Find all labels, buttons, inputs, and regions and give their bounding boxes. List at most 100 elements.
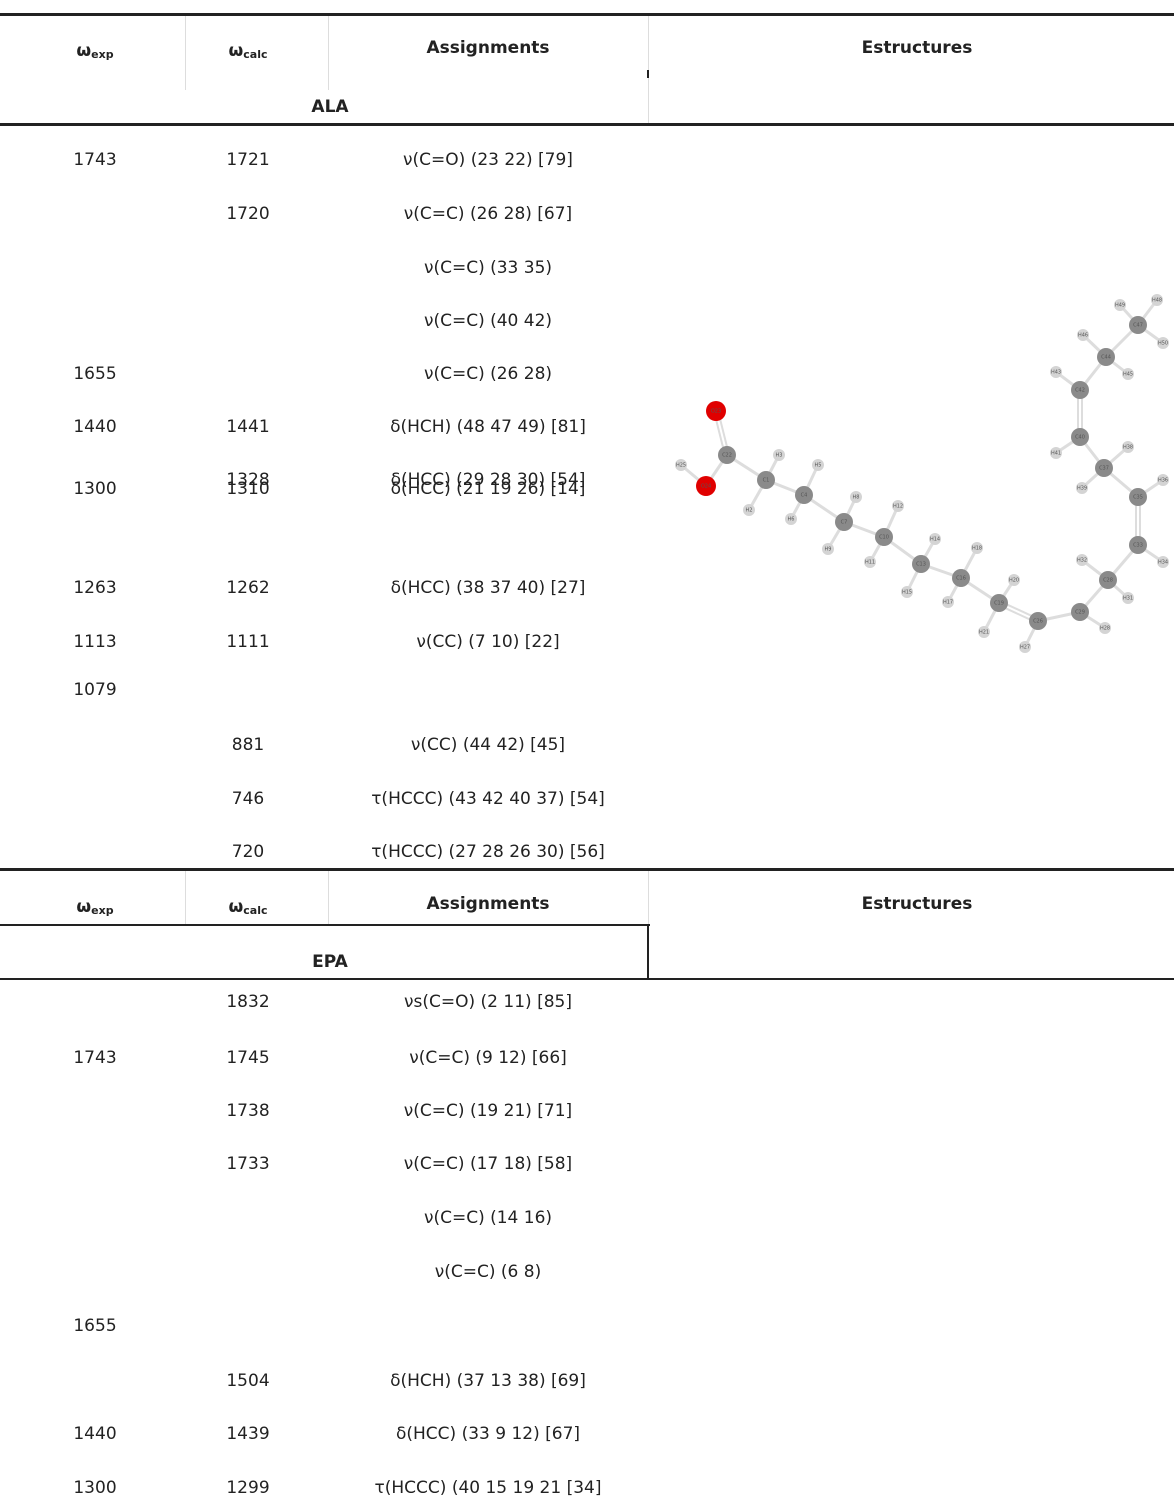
cell: 746 bbox=[232, 789, 264, 809]
atom-label: C47 bbox=[1133, 323, 1143, 329]
cell: ν(CC) (44 42) [45] bbox=[411, 735, 565, 755]
atom-label: C22 bbox=[722, 453, 732, 459]
atom-label: C33 bbox=[1133, 543, 1143, 549]
atom-label: H3 bbox=[776, 453, 783, 459]
atom-label: C44 bbox=[1101, 355, 1111, 361]
cell: 1300 bbox=[73, 479, 116, 499]
column-header: ωcalc bbox=[228, 897, 267, 917]
atom-label: H36 bbox=[1158, 478, 1168, 484]
atom-label: H14 bbox=[930, 537, 940, 543]
cell: ν(C=O) (23 22) [79] bbox=[403, 150, 573, 170]
cell: 1504 bbox=[226, 1371, 269, 1391]
atom-label: H46 bbox=[1078, 333, 1088, 339]
cell: δ(HCC) (38 37 40) [27] bbox=[391, 578, 586, 598]
cell: 1832 bbox=[226, 992, 269, 1012]
page: O23C22H25O24C1H3H2C4H5H6C7H8H9C10H12H11C… bbox=[0, 0, 1174, 1499]
atom-label: H39 bbox=[1077, 486, 1087, 492]
cell: ν(C=C) (17 18) [58] bbox=[404, 1154, 572, 1174]
cell: 1111 bbox=[226, 632, 269, 652]
atom-label: H25 bbox=[676, 463, 686, 469]
cell: 1743 bbox=[73, 1048, 116, 1068]
symbol: ω bbox=[76, 897, 91, 917]
atom-label: C37 bbox=[1099, 466, 1109, 472]
atom-label: C35 bbox=[1133, 495, 1143, 501]
atom-label: H50 bbox=[1158, 341, 1168, 347]
cell: 1655 bbox=[73, 1316, 116, 1336]
atom-label: H21 bbox=[979, 630, 989, 636]
cell: ν(C=C) (26 28) [67] bbox=[404, 204, 572, 224]
column-header: Assignments bbox=[426, 38, 549, 58]
column-header: Estructures bbox=[862, 894, 973, 914]
cell: 1439 bbox=[226, 1424, 269, 1444]
atom-label: C1 bbox=[763, 478, 770, 484]
atom-label: H38 bbox=[1123, 445, 1133, 451]
cell: 1300 bbox=[73, 1478, 116, 1498]
atom-label: C26 bbox=[1033, 619, 1043, 625]
cell: ν(C=C) (9 12) [66] bbox=[409, 1048, 567, 1068]
atom-label: C10 bbox=[879, 535, 889, 541]
atom-label: H41 bbox=[1051, 451, 1061, 457]
cell: νs(C=O) (2 11) [85] bbox=[404, 992, 572, 1012]
cell: 1743 bbox=[73, 150, 116, 170]
symbol: ω bbox=[228, 897, 243, 917]
cell: 1263 bbox=[73, 578, 116, 598]
cell: ν(C=C) (26 28) bbox=[424, 364, 552, 384]
atom-label: H12 bbox=[893, 504, 903, 510]
cell: δ(HCC) (21 19 26) [14] bbox=[391, 479, 586, 499]
atom-label: H49 bbox=[1115, 303, 1125, 309]
atom-label: C42 bbox=[1075, 388, 1085, 394]
cell: 720 bbox=[232, 842, 264, 862]
atom-label: C19 bbox=[994, 601, 1004, 607]
atom-label: H9 bbox=[825, 547, 832, 553]
cell: 1299 bbox=[226, 1478, 269, 1498]
cell: 1262 bbox=[226, 578, 269, 598]
cell: 1440 bbox=[73, 417, 116, 437]
cell: ν(C=C) (19 21) [71] bbox=[404, 1101, 572, 1121]
column-header: Assignments bbox=[426, 894, 549, 914]
atom-label: H32 bbox=[1077, 558, 1087, 564]
atom-label: O24 bbox=[701, 484, 711, 490]
cell: δ(HCH) (37 13 38) [69] bbox=[390, 1371, 586, 1391]
atom-label: C16 bbox=[956, 576, 966, 582]
section-label: EPA bbox=[312, 952, 348, 972]
column-header: Estructures bbox=[862, 38, 973, 58]
atom-label: H17 bbox=[943, 600, 953, 606]
column-header: ωcalc bbox=[228, 41, 267, 61]
cell: 1079 bbox=[73, 680, 116, 700]
atom-label: C29 bbox=[1075, 610, 1085, 616]
atom-label: H5 bbox=[815, 463, 822, 469]
atom-label: H6 bbox=[788, 517, 795, 523]
cell: 1738 bbox=[226, 1101, 269, 1121]
subscript: calc bbox=[243, 48, 267, 61]
subscript: calc bbox=[243, 904, 267, 917]
atom-label: H27 bbox=[1020, 645, 1030, 651]
cell: ν(C=C) (33 35) bbox=[424, 258, 552, 278]
cell: τ(HCCC) (27 28 26 30) [56] bbox=[371, 842, 605, 862]
molecule: O23C22H25O24C1H3H2C4H5H6C7H8H9C10H12H11C… bbox=[0, 0, 1174, 1499]
atom-label: H45 bbox=[1123, 372, 1133, 378]
cell: δ(HCC) (33 9 12) [67] bbox=[396, 1424, 580, 1444]
cell: 1310 bbox=[226, 479, 269, 499]
atom-label: H34 bbox=[1158, 560, 1168, 566]
cell: 1720 bbox=[226, 204, 269, 224]
cell: τ(HCCC) (43 42 40 37) [54] bbox=[371, 789, 605, 809]
cell: ν(CC) (7 10) [22] bbox=[416, 632, 559, 652]
cell: ν(C=C) (14 16) bbox=[424, 1208, 552, 1228]
atom-label: C40 bbox=[1075, 435, 1085, 441]
cell: 1721 bbox=[226, 150, 269, 170]
subscript: exp bbox=[91, 904, 113, 917]
cell: ν(C=C) (6 8) bbox=[435, 1262, 541, 1282]
atom-label: H18 bbox=[972, 546, 982, 552]
cell: 1441 bbox=[226, 417, 269, 437]
cell: 1745 bbox=[226, 1048, 269, 1068]
atom-label: C13 bbox=[916, 562, 926, 568]
cell: 1655 bbox=[73, 364, 116, 384]
atom-label: H2 bbox=[746, 508, 753, 514]
cell: 1440 bbox=[73, 1424, 116, 1444]
cell: 881 bbox=[232, 735, 264, 755]
atom-label: H15 bbox=[902, 590, 912, 596]
cell: τ(HCCC) (40 15 19 21 [34] bbox=[375, 1478, 602, 1498]
symbol: ω bbox=[228, 41, 243, 61]
atom-label: H28 bbox=[1100, 626, 1110, 632]
atom-label: O23 bbox=[711, 409, 721, 415]
